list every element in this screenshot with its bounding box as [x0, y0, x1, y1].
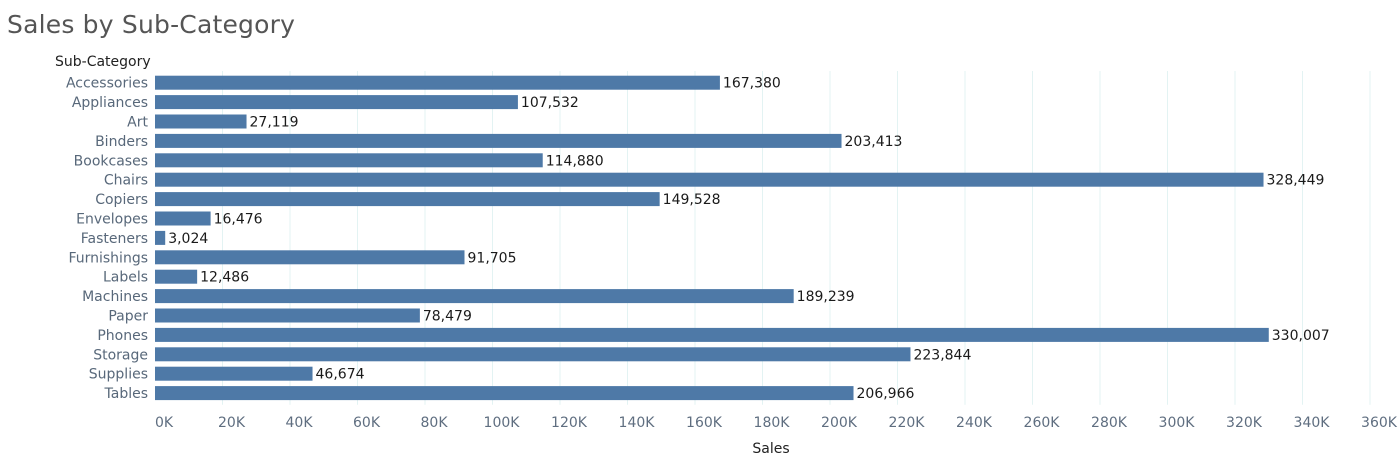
bar[interactable]	[155, 192, 660, 207]
value-label: 16,476	[214, 212, 263, 228]
category-label: Envelopes	[76, 212, 148, 228]
x-tick-label: 160K	[686, 415, 723, 431]
category-label: Copiers	[95, 192, 148, 208]
category-label: Furnishings	[68, 250, 148, 266]
x-tick-label: 20K	[218, 415, 246, 431]
value-label: 12,486	[200, 270, 249, 286]
category-label: Binders	[95, 134, 148, 150]
value-label: 114,880	[546, 153, 604, 169]
x-tick-label: 200K	[821, 415, 858, 431]
value-label: 203,413	[845, 134, 903, 150]
x-tick-label: 180K	[754, 415, 791, 431]
category-label: Tables	[104, 386, 149, 402]
category-label: Machines	[82, 289, 148, 305]
row-header: Sub-Category	[55, 54, 151, 70]
category-label: Chairs	[104, 173, 148, 189]
value-label: 27,119	[250, 115, 299, 131]
chart-title: Sales by Sub-Category	[7, 10, 296, 39]
bar[interactable]	[155, 133, 842, 148]
x-tick-label: 60K	[353, 415, 381, 431]
bars	[155, 75, 1269, 401]
category-label: Accessories	[66, 76, 148, 92]
value-label: 223,844	[913, 347, 971, 363]
bar[interactable]	[155, 327, 1269, 342]
category-labels: Accessories Appliances Art Binders Bookcases…	[66, 76, 149, 402]
value-label: 167,380	[723, 76, 781, 92]
x-tick-label: 280K	[1091, 415, 1128, 431]
category-label: Supplies	[89, 367, 148, 383]
bar[interactable]	[155, 172, 1264, 187]
x-tick-label: 120K	[551, 415, 588, 431]
category-label: Bookcases	[74, 153, 148, 169]
category-label: Fasteners	[81, 231, 148, 247]
category-label: Paper	[108, 309, 148, 325]
x-tick-label: 40K	[286, 415, 314, 431]
value-label: 189,239	[797, 289, 855, 305]
bar[interactable]	[155, 289, 794, 304]
category-label: Art	[127, 115, 148, 131]
x-tick-label: 300K	[1159, 415, 1196, 431]
bar[interactable]	[155, 347, 911, 362]
bar[interactable]	[155, 366, 313, 381]
bar[interactable]	[155, 95, 518, 110]
value-label: 149,528	[663, 192, 721, 208]
category-label: Storage	[93, 347, 148, 363]
value-label: 107,532	[521, 95, 579, 111]
value-labels: 167,380 107,532 27,119 203,413 114,880 328,44…	[168, 76, 1329, 402]
value-label: 91,705	[468, 250, 517, 266]
x-tick-label: 140K	[619, 415, 656, 431]
bar[interactable]	[155, 230, 166, 245]
bar[interactable]	[155, 250, 465, 265]
value-label: 328,449	[1267, 173, 1325, 189]
x-tick-label: 240K	[956, 415, 993, 431]
bar[interactable]	[155, 269, 198, 284]
x-axis-ticks: 0K 20K 40K 60K 80K 100K 120K 140K 160K 180K 200K 22…	[155, 415, 1398, 431]
bar[interactable]	[155, 153, 543, 168]
x-tick-label: 220K	[889, 415, 926, 431]
value-label: 46,674	[316, 367, 365, 383]
x-tick-label: 340K	[1294, 415, 1331, 431]
value-label: 3,024	[168, 231, 208, 247]
category-label: Appliances	[72, 95, 148, 111]
bar[interactable]	[155, 75, 720, 90]
x-tick-label: 260K	[1024, 415, 1061, 431]
bar[interactable]	[155, 114, 247, 129]
value-label: 78,479	[423, 309, 472, 325]
x-tick-label: 360K	[1361, 415, 1398, 431]
x-axis-title: Sales	[752, 441, 789, 457]
category-label: Labels	[103, 270, 148, 286]
value-label: 330,007	[1272, 328, 1330, 344]
bar[interactable]	[155, 211, 211, 226]
bar[interactable]	[155, 386, 854, 401]
x-tick-label: 80K	[421, 415, 449, 431]
x-tick-label: 0K	[155, 415, 174, 431]
value-label: 206,966	[857, 386, 915, 402]
category-label: Phones	[97, 328, 148, 344]
x-tick-label: 100K	[484, 415, 521, 431]
x-tick-label: 320K	[1226, 415, 1263, 431]
bar[interactable]	[155, 308, 420, 323]
